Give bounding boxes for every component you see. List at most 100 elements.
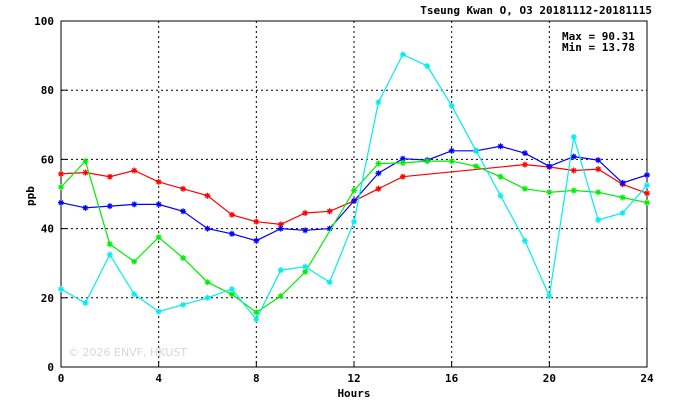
watermark: © 2026 ENVF, HKUST — [68, 346, 187, 359]
data-point — [106, 241, 113, 248]
data-point — [473, 163, 480, 170]
data-point — [277, 293, 284, 300]
y-tick-label: 40 — [41, 223, 54, 236]
data-point — [180, 255, 187, 262]
data-point — [302, 227, 309, 234]
x-tick-label: 8 — [253, 372, 260, 385]
data-point — [277, 221, 284, 228]
data-point — [131, 258, 138, 265]
data-point — [375, 170, 382, 177]
series-line — [60, 163, 648, 226]
data-point — [399, 159, 406, 166]
data-point — [277, 225, 284, 232]
data-point — [228, 286, 235, 293]
data-point — [351, 187, 357, 194]
data-point — [497, 173, 504, 180]
data-point — [326, 225, 333, 232]
x-tick-label: 0 — [58, 372, 65, 385]
chart-title: Tseung Kwan O, O3 20181112-20181115 — [420, 4, 652, 17]
data-point — [253, 309, 260, 316]
data-point — [570, 187, 577, 194]
data-point — [619, 179, 626, 186]
data-point — [595, 166, 602, 173]
data-point — [155, 234, 162, 241]
data-point — [619, 194, 626, 201]
data-point — [448, 102, 455, 109]
data-point — [448, 158, 455, 165]
y-tick-label: 60 — [41, 153, 54, 166]
series-line — [60, 159, 648, 314]
y-tick-label: 20 — [41, 292, 54, 305]
plot-area — [58, 51, 650, 323]
data-point — [180, 208, 187, 215]
data-point — [497, 143, 504, 150]
data-point — [595, 216, 602, 223]
data-point — [277, 267, 284, 274]
data-point — [131, 291, 138, 298]
data-point — [131, 201, 138, 208]
grid: 0 4 8 12 16 20 24 0 20 40 60 80 100 — [34, 15, 654, 385]
x-axis-label: Hours — [337, 387, 370, 400]
data-point — [253, 218, 260, 225]
data-point — [399, 155, 406, 162]
data-point — [58, 199, 64, 206]
data-point — [228, 230, 235, 237]
data-point — [595, 189, 602, 196]
x-tick-label: 12 — [347, 372, 360, 385]
data-point — [351, 218, 357, 225]
data-point — [570, 133, 577, 140]
data-point — [570, 153, 577, 160]
data-point — [521, 150, 528, 157]
data-point — [424, 62, 431, 69]
data-point — [82, 299, 89, 306]
data-point — [595, 157, 602, 164]
y-tick-label: 0 — [47, 361, 54, 374]
data-point — [82, 204, 89, 211]
data-point — [58, 286, 64, 293]
data-point — [375, 160, 382, 167]
data-point — [106, 173, 113, 180]
data-point — [131, 167, 138, 174]
data-point — [424, 158, 431, 165]
data-point — [351, 197, 357, 204]
data-point — [58, 170, 64, 177]
data-point — [448, 147, 455, 154]
y-tick-label: 100 — [34, 15, 54, 28]
max-annotation: Max = 90.31 — [562, 30, 635, 43]
data-point — [619, 210, 626, 217]
data-point — [204, 294, 211, 301]
y-tick-label: 80 — [41, 84, 54, 97]
x-tick-label: 20 — [543, 372, 556, 385]
data-point — [204, 279, 211, 286]
data-point — [253, 316, 260, 323]
series-3 — [58, 51, 650, 323]
data-point — [302, 210, 309, 217]
data-point — [253, 237, 260, 244]
data-point — [399, 173, 406, 180]
data-point — [546, 293, 553, 300]
data-point — [497, 192, 504, 199]
data-point — [473, 147, 480, 154]
data-point — [644, 199, 650, 206]
data-point — [180, 185, 187, 192]
data-point — [204, 225, 211, 232]
data-point — [375, 185, 382, 192]
data-point — [644, 171, 650, 178]
data-point — [302, 263, 309, 270]
min-annotation: Min = 13.78 — [562, 41, 635, 54]
data-point — [326, 208, 333, 215]
data-point — [399, 51, 406, 58]
data-point — [228, 291, 235, 298]
data-point — [570, 167, 577, 174]
data-point — [326, 279, 333, 286]
data-point — [228, 211, 235, 218]
x-tick-label: 24 — [640, 372, 654, 385]
data-point — [521, 185, 528, 192]
data-point — [302, 268, 309, 275]
series-2 — [58, 158, 650, 316]
x-tick-label: 4 — [155, 372, 162, 385]
data-point — [155, 308, 162, 315]
series-1 — [58, 143, 650, 244]
data-point — [58, 184, 64, 191]
